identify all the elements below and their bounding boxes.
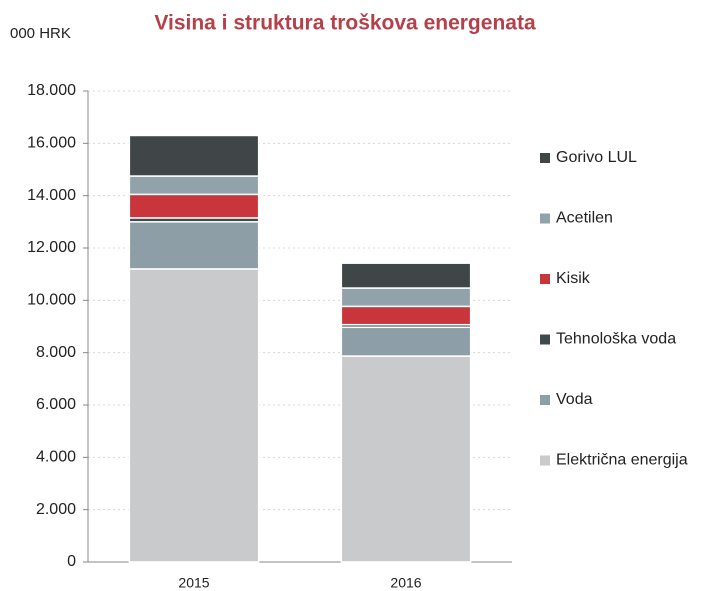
bar-segment [340,355,472,563]
x-tick-label: 2016 [390,575,421,591]
bar-segment [340,326,472,357]
legend-swatch [540,153,550,163]
bar-segment [340,287,472,308]
legend-label: Tehnološka voda [556,331,676,348]
y-tick-label: 2.000 [36,501,76,518]
chart-title: Visina i struktura troškova energenata [154,12,536,35]
legend-swatch [540,395,550,405]
y-tick-label: 4.000 [36,449,76,466]
legend-swatch [540,455,550,466]
legend-swatch [540,274,550,284]
legend-label: Voda [556,391,593,408]
legend-swatch [540,213,550,224]
bar-segment [128,193,260,219]
bar-segment [128,175,260,196]
bar-segment [340,305,472,326]
y-tick-label: 16.000 [27,135,76,152]
bar-segment [340,262,472,289]
y-tick-label: 0 [67,553,76,570]
legend-label: Električna energija [556,452,688,469]
bar-segment [128,134,260,177]
y-tick-label: 12.000 [27,239,76,256]
bar-segment [128,268,260,563]
y-tick-label: 18.000 [27,82,76,99]
legend-label: Acetilen [556,210,613,227]
legend-label: Kisik [556,270,591,287]
y-tick-label: 14.000 [27,187,76,204]
x-tick-label: 2015 [178,575,209,591]
legend-swatch [540,334,550,345]
y-unit-label: 000 HRK [10,25,71,42]
y-tick-label: 8.000 [36,344,76,361]
y-tick-label: 6.000 [36,396,76,413]
legend-label: Gorivo LUL [556,149,637,166]
bar-segment [128,221,260,270]
y-tick-label: 10.000 [27,292,76,309]
